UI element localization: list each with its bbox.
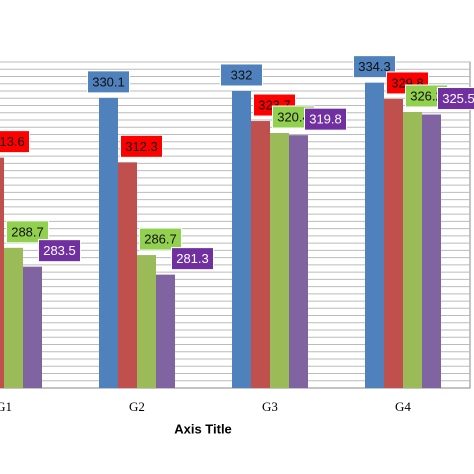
x-tick-label: G3 [262,399,278,414]
data-label: 281.3 [176,251,209,266]
bar [422,114,441,389]
data-label: 326.2 [410,88,443,103]
data-label-box [120,134,163,158]
bar [365,82,384,388]
data-label-box [353,55,396,79]
bar [270,132,289,388]
data-label-box [6,220,49,244]
data-label: 286.7 [144,232,177,247]
bar [289,135,308,388]
bar [384,98,403,389]
bar [0,157,4,388]
data-label: 325.5 [442,91,474,106]
x-axis-title: Axis Title [174,421,232,436]
data-label-box [437,87,474,111]
bar [118,162,137,388]
data-label-box [38,239,81,263]
data-label: 283.5 [43,243,76,258]
bar [4,247,23,388]
data-label-box [171,247,214,271]
x-tick-label: G1 [0,399,12,414]
data-label: 332 [231,67,253,82]
data-label: 312.3 [125,139,158,154]
data-label: 334.3 [358,59,391,74]
data-label: 288.7 [11,224,44,239]
x-tick-label: G4 [395,399,411,414]
bar [23,266,42,388]
data-label-box [87,70,130,94]
data-label: 330.1 [92,74,125,89]
data-label: 319.8 [309,112,342,127]
data-label-box [139,227,182,251]
bar [137,255,156,388]
data-label: 320.4 [277,109,310,124]
data-label-box [304,107,347,131]
bar [156,274,175,388]
data-label-box [0,130,30,154]
bar [403,111,422,388]
bar [251,121,270,388]
data-label: 313.6 [0,134,25,149]
x-tick-label: G2 [129,399,145,414]
bar [232,90,251,388]
bar [99,97,118,389]
data-label-box [220,63,263,87]
